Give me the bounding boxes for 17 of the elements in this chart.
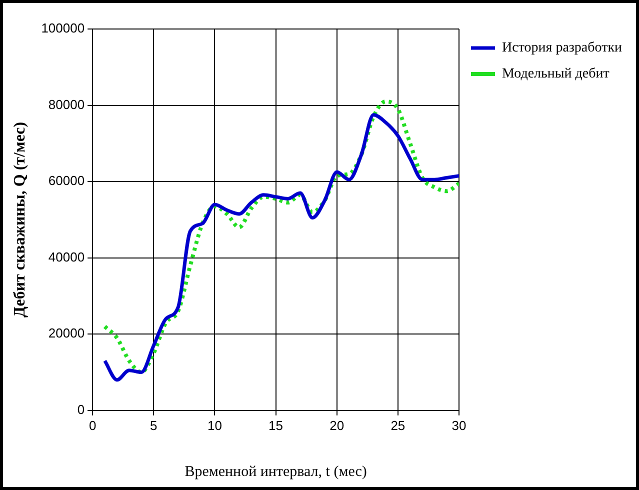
y-axis-title: Дебит скважины, Q (т/мес) — [12, 122, 29, 318]
x-tick-label: 15 — [268, 418, 284, 433]
y-tick-label: 40000 — [48, 249, 85, 264]
y-tick-label: 20000 — [48, 326, 85, 341]
x-tick-label: 10 — [207, 418, 222, 433]
y-tick-label: 0 — [77, 402, 85, 417]
x-tick-label: 0 — [88, 418, 96, 433]
x-tick-label: 20 — [330, 418, 344, 433]
legend-label: История разработки — [502, 40, 623, 56]
x-tick-label: 30 — [452, 418, 466, 433]
x-tick-label: 5 — [150, 418, 158, 433]
y-tick-label: 80000 — [48, 96, 85, 112]
y-tick-label: 100000 — [41, 20, 85, 36]
x-tick-label: 25 — [390, 418, 406, 433]
x-axis-title: Временной интервал, t (мес) — [184, 464, 367, 480]
legend-label: Модельный дебит — [502, 66, 610, 82]
y-tick-label: 60000 — [48, 173, 85, 188]
